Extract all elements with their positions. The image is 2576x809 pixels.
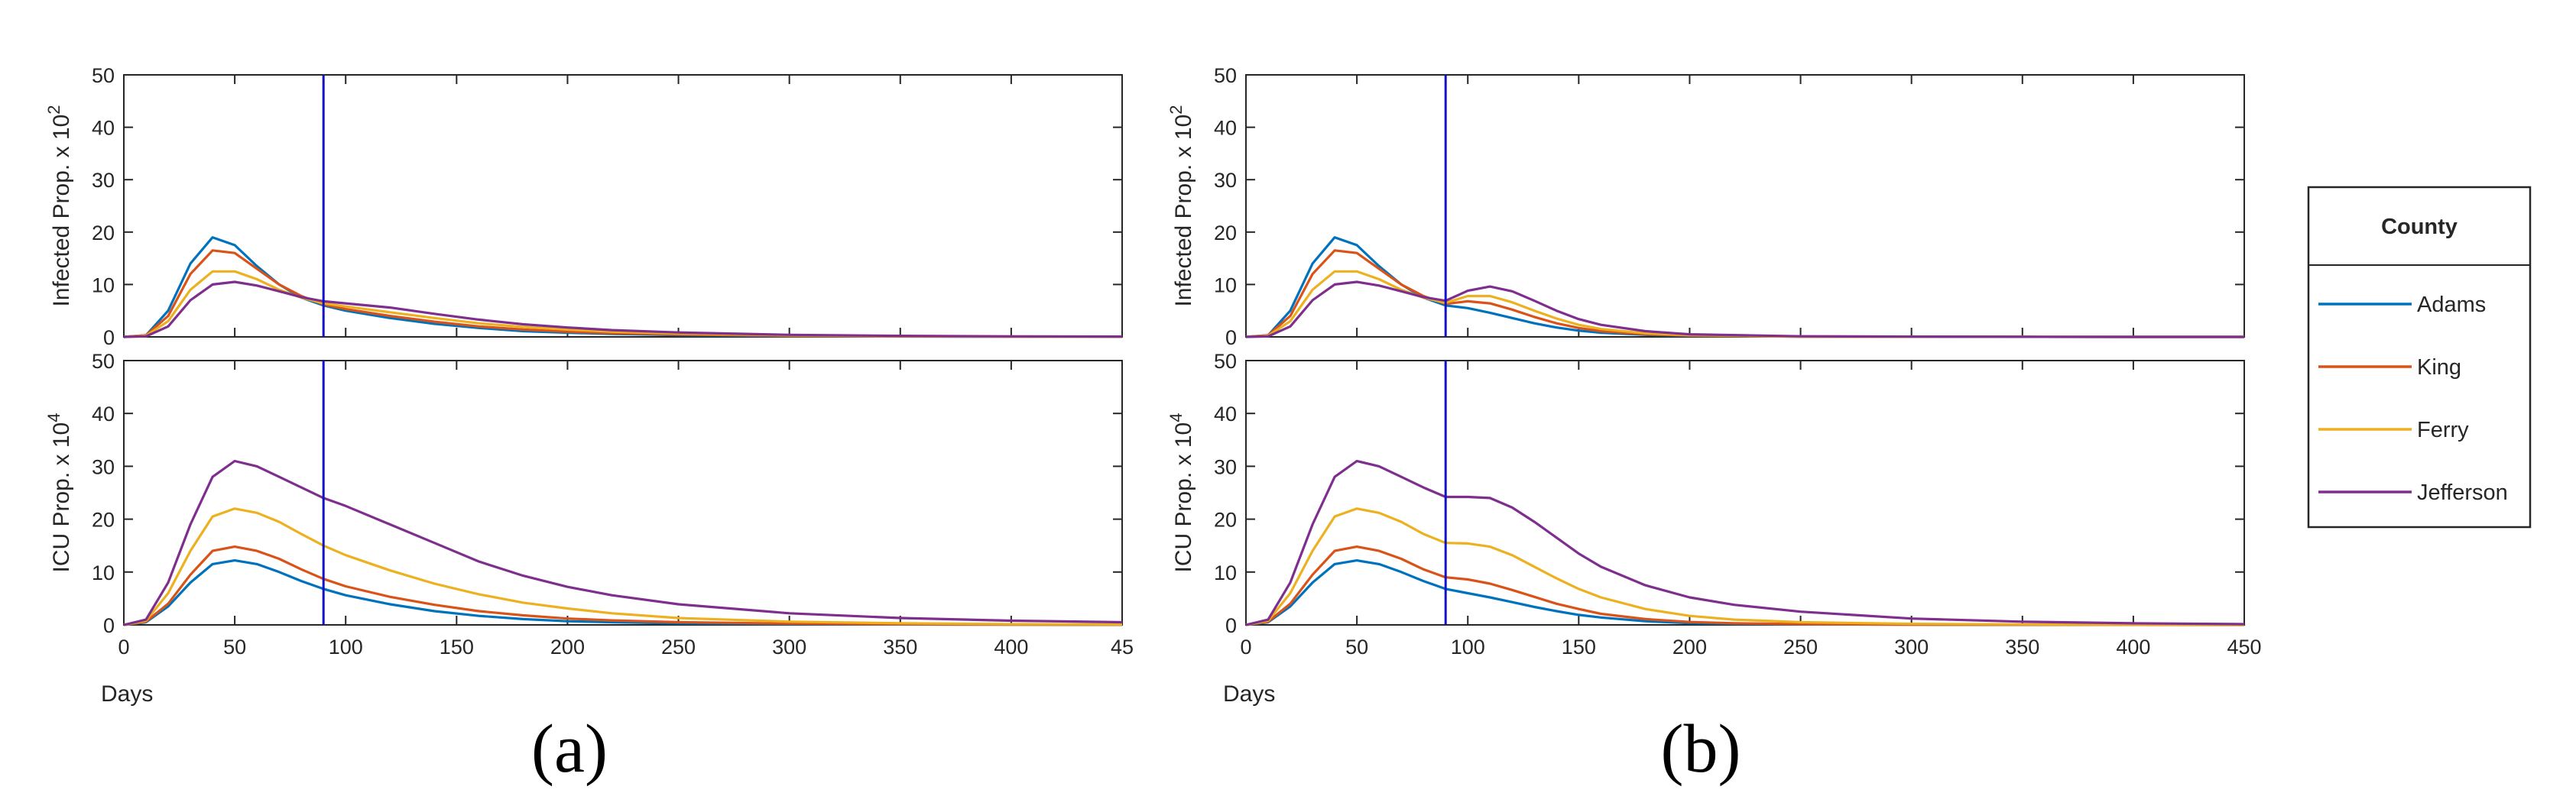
xtick-label: 400 xyxy=(2116,636,2150,659)
ytick-label: 40 xyxy=(92,403,115,426)
ytick-label: 10 xyxy=(92,561,115,584)
y-axis-label-text: ICU Prop. x 10 xyxy=(49,422,74,573)
ytick-label: 10 xyxy=(1214,273,1237,296)
ytick-label: 30 xyxy=(92,169,115,192)
ytick-label: 50 xyxy=(1214,350,1237,373)
ytick-label: 0 xyxy=(103,326,115,349)
plot-frame-b-infected xyxy=(1245,74,2245,338)
series-line-jefferson xyxy=(1245,280,2244,338)
legend-label-adams: Adams xyxy=(2417,293,2486,317)
chart-b-infected: 0 10 20 30 40 50 Infected Prop. x 102 xyxy=(1166,64,2245,349)
caption-a: (a) xyxy=(531,711,608,787)
ytick-label: 0 xyxy=(1225,326,1237,349)
xtick-label: 350 xyxy=(883,636,917,659)
xtick-label: 0 xyxy=(1240,636,1251,659)
legend-label-jefferson: Jefferson xyxy=(2417,481,2508,505)
ytick-label: 50 xyxy=(92,350,115,373)
y-axis-label-text: Infected Prop. x 10 xyxy=(49,115,74,307)
ytick-label: 20 xyxy=(1214,509,1237,532)
chart-a-icu: 0 10 20 30 40 50 0 50 100 150 200 250 300 350 400 45 ICU… xyxy=(44,350,1134,707)
xtick-label: 0 xyxy=(118,636,129,659)
y-axis-label-text: Infected Prop. x 10 xyxy=(1171,115,1196,307)
y-axis-label-text: ICU Prop. x 10 xyxy=(1171,422,1196,573)
xtick-label: 450 xyxy=(2227,636,2261,659)
xtick-label: 300 xyxy=(772,636,806,659)
y-axis-label-exponent: 4 xyxy=(44,413,63,422)
ytick-label: 30 xyxy=(1214,169,1237,192)
ytick-label: 40 xyxy=(92,117,115,140)
ytick-label: 10 xyxy=(1214,561,1237,584)
ytick-label: 20 xyxy=(1214,222,1237,244)
series-line-king xyxy=(123,545,1123,626)
series-line-ferry xyxy=(123,507,1123,626)
xtick-label: 400 xyxy=(994,636,1028,659)
series-line-jefferson xyxy=(1245,459,2245,626)
xtick-label: 350 xyxy=(2005,636,2039,659)
y-axis-label-exponent: 2 xyxy=(1166,105,1186,114)
x-axis-label: Days xyxy=(101,681,153,707)
xtick-label: 300 xyxy=(1894,636,1929,659)
series-line-ferry xyxy=(1245,507,2245,626)
xtick-label: 250 xyxy=(1783,636,1818,659)
y-axis-label: ICU Prop. x 104 xyxy=(44,413,74,573)
legend-label-ferry: Ferry xyxy=(2417,418,2469,442)
legend-title: County xyxy=(2381,215,2458,239)
caption-b: (b) xyxy=(1661,711,1741,787)
series-line-jefferson xyxy=(123,280,1123,338)
ytick-label: 50 xyxy=(1214,64,1237,87)
y-axis-label-exponent: 2 xyxy=(44,105,63,114)
plot-frame-b-icu xyxy=(1245,360,2245,626)
xtick-label: 100 xyxy=(329,636,363,659)
series-line-king xyxy=(1245,545,2245,626)
plot-frame-a-infected xyxy=(123,74,1123,338)
chart-b-icu: 0 10 20 30 40 50 0 50 100 150 200 250 300 350 400 450 IC… xyxy=(1166,350,2262,707)
legend: County Adams King Ferry Jefferson xyxy=(2307,186,2532,529)
legend-entries: Adams King Ferry Jefferson xyxy=(2318,293,2508,505)
xtick-label: 150 xyxy=(440,636,474,659)
ytick-label: 20 xyxy=(92,222,115,244)
ytick-label: 30 xyxy=(92,455,115,478)
xtick-label: 200 xyxy=(1672,636,1707,659)
y-axis-label: Infected Prop. x 102 xyxy=(1166,105,1196,306)
xtick-label: 100 xyxy=(1451,636,1485,659)
ytick-label: 0 xyxy=(103,614,115,637)
xtick-label: 250 xyxy=(661,636,696,659)
ytick-label: 40 xyxy=(1214,403,1237,426)
plot-frame-a-icu xyxy=(123,360,1123,626)
y-axis-label-exponent: 4 xyxy=(1166,413,1186,422)
y-axis-label: ICU Prop. x 104 xyxy=(1166,413,1196,573)
legend-label-king: King xyxy=(2417,355,2461,380)
ytick-label: 50 xyxy=(92,64,115,87)
chart-a-infected: 0 10 20 30 40 50 Infected Prop. x 102 xyxy=(44,64,1123,349)
xtick-label: 45 xyxy=(1111,636,1134,659)
ytick-label: 10 xyxy=(92,273,115,296)
ytick-label: 0 xyxy=(1225,614,1237,637)
xtick-label: 150 xyxy=(1562,636,1596,659)
legend-box xyxy=(2307,186,2532,529)
xtick-label: 50 xyxy=(1345,636,1368,659)
ytick-label: 40 xyxy=(1214,117,1237,140)
ytick-label: 30 xyxy=(1214,455,1237,478)
ytick-label: 20 xyxy=(92,509,115,532)
series-line-jefferson xyxy=(123,459,1123,626)
xtick-label: 50 xyxy=(223,636,246,659)
y-axis-label: Infected Prop. x 102 xyxy=(44,105,74,306)
x-axis-label: Days xyxy=(1223,681,1275,707)
xtick-label: 200 xyxy=(550,636,585,659)
